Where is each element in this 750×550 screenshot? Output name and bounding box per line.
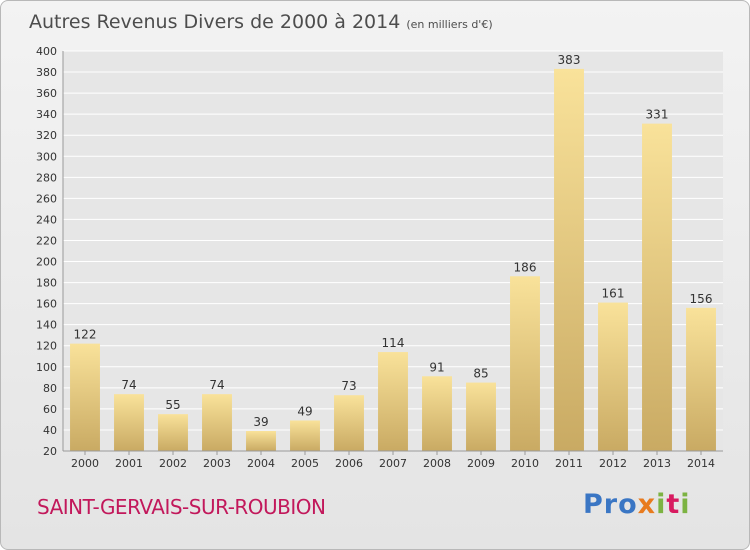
proxiti-logo: Proxiti	[583, 489, 691, 520]
y-tick-label: 20	[43, 445, 57, 458]
y-tick-label: 400	[36, 45, 57, 58]
x-tick-label: 2004	[247, 457, 275, 470]
y-tick-label: 280	[36, 171, 57, 184]
bar	[422, 376, 452, 451]
x-tick-label: 2006	[335, 457, 363, 470]
x-tick-label: 2008	[423, 457, 451, 470]
bar	[598, 302, 628, 451]
commune-name: SAINT-GERVAIS-SUR-ROUBION	[37, 495, 326, 519]
data-label: 331	[646, 108, 669, 122]
data-label: 49	[297, 404, 312, 418]
y-tick-label: 160	[36, 298, 57, 311]
x-tick-label: 2010	[511, 457, 539, 470]
data-label: 383	[558, 53, 581, 67]
bar	[202, 394, 232, 451]
y-tick-label: 180	[36, 277, 57, 290]
y-tick-label: 80	[43, 382, 57, 395]
x-tick-label: 2009	[467, 457, 495, 470]
y-tick-label: 140	[36, 319, 57, 332]
chart-title: Autres Revenus Divers de 2000 à 2014 (en …	[29, 11, 493, 33]
data-label: 114	[382, 336, 405, 350]
x-tick-label: 2002	[159, 457, 187, 470]
y-tick-label: 100	[36, 361, 57, 374]
bar	[510, 276, 540, 451]
data-label: 73	[341, 379, 356, 393]
y-tick-label: 200	[36, 256, 57, 269]
bar	[70, 343, 100, 451]
y-tick-label: 240	[36, 213, 57, 226]
y-tick-label: 120	[36, 340, 57, 353]
y-tick-label: 340	[36, 108, 57, 121]
chart-title-text: Autres Revenus Divers de 2000 à 2014	[29, 11, 401, 33]
x-tick-label: 2001	[115, 457, 143, 470]
data-label: 39	[253, 415, 268, 429]
bar	[686, 307, 716, 451]
data-label: 91	[429, 360, 444, 374]
bar	[378, 352, 408, 451]
y-tick-label: 380	[36, 66, 57, 79]
bar	[246, 431, 276, 451]
bar	[554, 68, 584, 451]
data-label: 186	[514, 260, 537, 274]
bar	[642, 123, 672, 451]
bar	[334, 395, 364, 451]
data-label: 161	[602, 287, 625, 301]
x-tick-label: 2013	[643, 457, 671, 470]
y-tick-label: 320	[36, 129, 57, 142]
y-tick-label: 40	[43, 424, 57, 437]
data-label: 55	[165, 398, 180, 412]
x-tick-label: 2005	[291, 457, 319, 470]
x-tick-label: 2014	[687, 457, 715, 470]
data-label: 74	[121, 378, 136, 392]
y-tick-label: 300	[36, 150, 57, 163]
x-tick-label: 2011	[555, 457, 583, 470]
bar	[158, 414, 188, 451]
x-tick-label: 2007	[379, 457, 407, 470]
data-label: 85	[473, 367, 488, 381]
x-tick-label: 2000	[71, 457, 99, 470]
y-tick-label: 260	[36, 192, 57, 205]
y-tick-label: 360	[36, 87, 57, 100]
bar	[290, 420, 320, 451]
bars: 122 74 55 74 39 49 73 114 91 85 186 383 161 331 156	[70, 53, 716, 451]
data-label: 156	[690, 292, 713, 306]
y-tick-label: 220	[36, 234, 57, 247]
data-label: 122	[74, 328, 97, 342]
bar	[114, 394, 144, 451]
x-tick-label: 2003	[203, 457, 231, 470]
axes: 20 40 60 80 100 120 140 160 180 200 220 240 260 280 30…	[36, 45, 723, 470]
x-tick-label: 2012	[599, 457, 627, 470]
bar	[466, 382, 496, 451]
data-label: 74	[209, 378, 224, 392]
y-tick-label: 60	[43, 403, 57, 416]
chart-unit: (en milliers d'€)	[406, 18, 493, 31]
